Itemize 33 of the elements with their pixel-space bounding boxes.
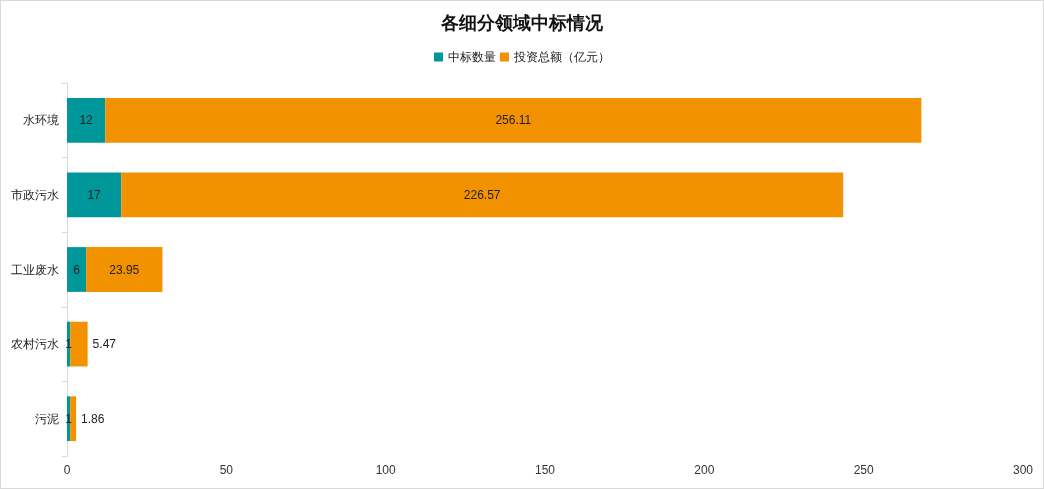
x-tick-label: 50: [219, 463, 234, 477]
y-tick-label: 水环境: [23, 113, 59, 128]
y-tick-label: 污泥: [35, 411, 59, 426]
legend-label: 中标数量: [448, 50, 496, 64]
bar: [86, 247, 163, 292]
data-label: 17: [87, 187, 102, 202]
data-label: 23.95: [109, 262, 140, 277]
x-tick-label: 0: [63, 463, 71, 477]
data-label: 1: [65, 337, 73, 352]
bar: [105, 97, 922, 143]
x-tick-label: 250: [853, 463, 874, 477]
data-label: 6: [73, 262, 81, 277]
bar: [67, 172, 122, 218]
x-tick-label: 200: [694, 463, 715, 477]
y-tick-label: 市政污水: [11, 187, 59, 202]
bar: [121, 172, 844, 218]
x-tick-label: 100: [375, 463, 396, 477]
bar: [70, 396, 77, 442]
bar: [67, 247, 87, 292]
y-tick-label: 工业废水: [11, 262, 59, 277]
chart-title: 各细分领域中标情况: [440, 13, 604, 33]
legend-label: 投资总额（亿元）: [513, 50, 610, 64]
data-label: 12: [79, 113, 94, 128]
data-label: 226.57: [463, 187, 501, 202]
y-tick-label: 农村污水: [11, 337, 59, 352]
x-tick-label: 300: [1012, 463, 1034, 477]
data-label: 1.86: [81, 411, 105, 426]
data-label: 256.11: [495, 113, 532, 128]
data-label: 5.47: [92, 337, 117, 352]
data-label: 1: [65, 411, 73, 426]
bar: [67, 97, 106, 143]
bar: [70, 321, 88, 367]
x-tick-label: 150: [534, 463, 556, 477]
